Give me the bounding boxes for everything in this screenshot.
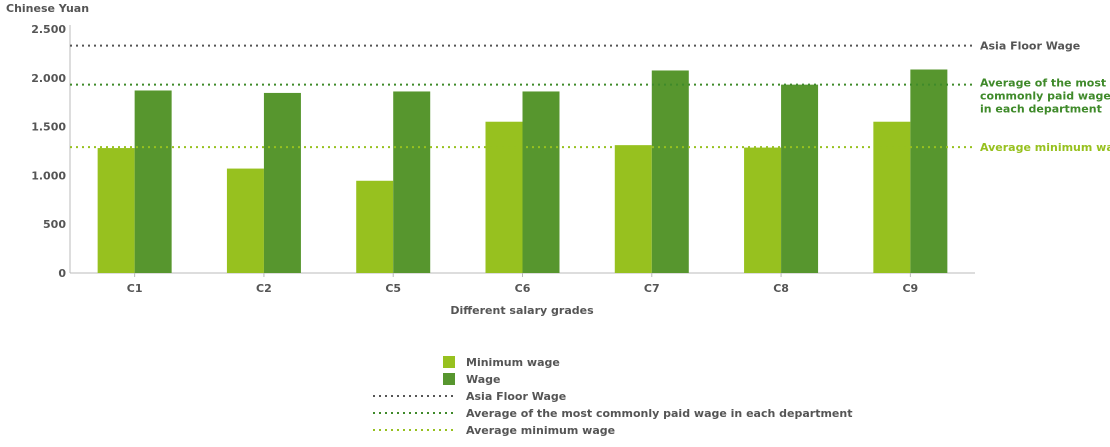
bar-minimum-wage xyxy=(614,145,652,273)
reference-line-label: in each department xyxy=(980,103,1102,116)
reference-line-label: Average minimum wage xyxy=(980,141,1110,154)
x-tick-label: C5 xyxy=(385,282,401,295)
bar-wage xyxy=(910,69,948,273)
y-tick-label: 500 xyxy=(43,218,66,231)
y-tick-label: 2.500 xyxy=(31,23,66,36)
bar-wage xyxy=(393,91,431,274)
x-tick-label: C6 xyxy=(515,282,531,295)
y-axis-title: Chinese Yuan xyxy=(6,2,89,15)
legend-swatch-minimum-wage xyxy=(443,356,455,368)
bar-wage xyxy=(522,91,560,274)
x-tick-label: C1 xyxy=(127,282,143,295)
bar-minimum-wage xyxy=(97,148,135,273)
x-tick-label: C7 xyxy=(644,282,660,295)
legend-swatch-wage xyxy=(443,373,455,385)
bar-minimum-wage xyxy=(356,180,394,273)
reference-line-label: Average of the most xyxy=(980,77,1106,90)
legend-label: Average of the most commonly paid wage i… xyxy=(466,407,852,420)
reference-line-label: commonly paid wage xyxy=(980,90,1110,103)
x-tick-label: C9 xyxy=(902,282,918,295)
reference-line-label: Asia Floor Wage xyxy=(980,40,1080,53)
y-tick-label: 2.000 xyxy=(31,72,66,85)
y-tick-label: 1.500 xyxy=(31,121,66,134)
legend-label: Asia Floor Wage xyxy=(466,390,566,403)
x-tick-label: C2 xyxy=(256,282,272,295)
x-tick-label: C8 xyxy=(773,282,789,295)
x-axis-title: Different salary grades xyxy=(450,304,594,317)
bar-wage xyxy=(134,90,172,273)
bar-wage xyxy=(781,84,819,273)
legend-label: Average minimum wage xyxy=(466,424,615,437)
legend-label: Wage xyxy=(466,373,501,386)
bar-minimum-wage xyxy=(485,121,523,273)
bar-minimum-wage xyxy=(226,168,264,273)
y-tick-label: 1.000 xyxy=(31,169,66,182)
y-tick-label: 0 xyxy=(58,267,66,280)
bar-minimum-wage xyxy=(873,121,911,273)
bar-minimum-wage xyxy=(744,147,782,273)
bar-wage xyxy=(651,70,689,273)
bar-wage xyxy=(263,92,301,273)
legend-label: Minimum wage xyxy=(466,356,560,369)
